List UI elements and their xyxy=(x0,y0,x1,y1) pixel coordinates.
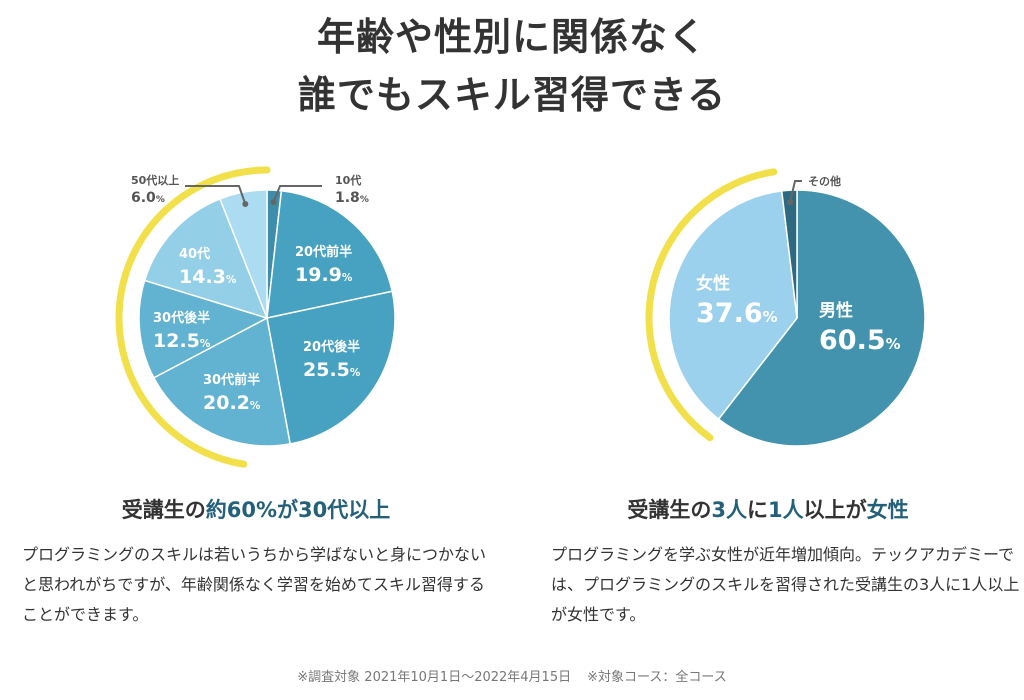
slice-unit: % xyxy=(226,274,237,286)
gender-heading-mid2: 以上が xyxy=(803,498,867,522)
pie-slice xyxy=(717,189,926,447)
slice-category-label: 20代前半 xyxy=(295,244,352,260)
slice-category-label: 女性 xyxy=(696,273,730,294)
footnote-survey-period: ※調査対象 2021年10月1日〜2022年4月15日 xyxy=(297,670,572,685)
slice-value-label: 20.2% xyxy=(203,392,261,414)
pie-slice xyxy=(218,189,268,319)
gender-heading-hl1: 3人 xyxy=(711,498,747,522)
pie-slice xyxy=(668,190,798,421)
slice-unit: % xyxy=(342,272,353,284)
leader-line xyxy=(789,180,802,203)
outside-value-label: 6.0% xyxy=(131,190,165,206)
outside-category-label: 10代 xyxy=(335,173,361,187)
slice-unit: % xyxy=(200,338,211,350)
footnote: ※調査対象 2021年10月1日〜2022年4月15日 ※対象コース：全コース xyxy=(0,666,1024,685)
slice-value-label: 12.5% xyxy=(153,330,211,352)
gender-heading-hl2: 1人 xyxy=(768,498,804,522)
age-description: プログラミングのスキルは若いうちから学ばないと身につかないと思われがちですが、年… xyxy=(22,545,487,624)
gender-heading-hl3: 女性 xyxy=(866,498,909,522)
highlight-arc xyxy=(115,166,271,468)
outside-category-label: その他 xyxy=(808,174,841,188)
pie-slice xyxy=(138,279,269,379)
gender-heading: 受講生の3人に1人以上が女性 xyxy=(512,494,1024,524)
slice-category-label: 30代後半 xyxy=(153,310,210,326)
slice-value-label: 19.9% xyxy=(295,264,353,286)
outside-category-label: 50代以上 xyxy=(131,173,179,187)
footnote-target-course: ※対象コース：全コース xyxy=(587,670,727,685)
slice-unit: % xyxy=(156,195,165,205)
outside-value-label: 1.8% xyxy=(335,190,369,206)
leader-line xyxy=(185,185,247,205)
slice-unit: % xyxy=(763,308,778,326)
age-heading-pre: 受講生の xyxy=(121,498,206,522)
slice-unit: % xyxy=(250,400,261,412)
leader-line xyxy=(272,185,322,203)
pie-slice xyxy=(152,316,292,447)
gender-heading-pre: 受講生の xyxy=(627,498,712,522)
pie-slice xyxy=(266,189,394,319)
age-pie-chart: 10代 1.8% 20代前半 19.9% 20代後半 25.5% 30代前半 20.2% 30代… xyxy=(115,166,396,468)
gender-description: プログラミングを学ぶ女性が近年増加傾向。テックアカデミーでは、プログラミングのス… xyxy=(551,545,1020,624)
highlight-arc xyxy=(645,168,778,442)
slice-unit: % xyxy=(350,367,361,379)
page-title-line1: 年齢や性別に関係なく xyxy=(316,15,707,59)
slice-unit: % xyxy=(886,335,901,353)
age-heading-highlight: 約60%が30代以上 xyxy=(205,498,391,522)
page-title-line2: 誰でもスキル習得できる xyxy=(297,73,727,117)
slice-category-label: 30代前半 xyxy=(203,372,260,388)
slice-value-label: 25.5% xyxy=(303,359,361,381)
pie-slice xyxy=(143,197,269,320)
slice-category-label: 40代 xyxy=(179,246,210,262)
pie-slice xyxy=(780,189,798,319)
slice-unit: % xyxy=(360,195,369,205)
pie-slice xyxy=(266,290,396,445)
age-heading: 受講生の約60%が30代以上 xyxy=(0,494,512,524)
slice-category-label: 20代後半 xyxy=(303,339,360,355)
gender-heading-mid: に xyxy=(747,498,768,522)
slice-category-label: 男性 xyxy=(819,300,853,321)
slice-value-label: 14.3% xyxy=(179,266,237,288)
